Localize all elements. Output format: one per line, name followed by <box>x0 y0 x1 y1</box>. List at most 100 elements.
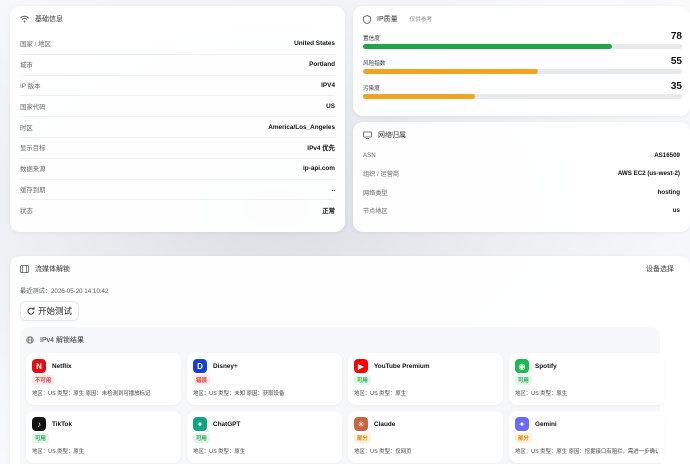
score-row: 污染度 35 <box>363 81 682 99</box>
status-badge: 不可用 <box>32 375 55 385</box>
service-card[interactable]: N Netflix 不可用地区：US 类型：原生 原因：未检测到可播放标记 <box>26 353 181 405</box>
status-badge: 可用 <box>515 375 532 385</box>
service-name: Netflix <box>52 362 72 370</box>
basic-value: ip-api.com <box>303 165 335 173</box>
service-card[interactable]: ◉ Spotify 可用地区：US 类型：原生 <box>509 353 664 405</box>
basic-label: 国家 / 地区 <box>20 41 51 49</box>
score-value: 55 <box>670 56 682 67</box>
basic-row: 国家 / 地区 United States <box>20 34 335 55</box>
network-value: AWS EC2 (us-west-2) <box>617 170 680 178</box>
service-name: Claude <box>374 420 396 428</box>
score-label: 置信度 <box>363 36 380 42</box>
basic-label: 国家代码 <box>20 103 46 111</box>
streaming-title: 流媒体解锁 <box>35 266 70 273</box>
basic-value: IPV4 <box>321 81 335 89</box>
basic-row: 状态 正常 <box>20 200 335 221</box>
status-badge: 可用 <box>193 433 210 443</box>
streaming-header: 流媒体解锁 <box>20 264 70 274</box>
basic-value: America/Los_Angeles <box>268 123 335 131</box>
chatgpt-icon: ✦ <box>193 417 207 431</box>
basic-row: 显示目标 IPv4 优先 <box>20 138 335 159</box>
network-row: ASN AS16509 <box>363 146 680 165</box>
start-test-label: 开始测试 <box>38 306 73 316</box>
network-label: ASN <box>363 151 376 159</box>
service-card[interactable]: ▶ YouTube Premium 可用 地区：US 类型：原生 <box>348 353 503 405</box>
service-detail: 地区：US 类型：原生 原因：挖掘接口有阻拦，需进一步确认 <box>515 449 658 455</box>
basic-label: 状态 <box>20 208 33 216</box>
status-badge: 可用 <box>354 375 371 385</box>
basic-label: 城市 <box>20 62 33 70</box>
spotify-icon: ◉ <box>515 359 529 373</box>
score-bar <box>363 44 682 49</box>
score-bar <box>363 69 682 74</box>
service-card[interactable]: ✳ Claude 部分 地区：US 类型：仅网页 <box>348 411 503 463</box>
network-header: 网络归属 <box>363 130 680 140</box>
network-icon <box>363 131 372 139</box>
tiktok-icon: ♪ <box>32 417 46 431</box>
basic-row: 国家代码 US <box>20 96 335 118</box>
basic-label: 显示目标 <box>20 145 46 153</box>
service-card[interactable]: ♪ TikTok 可用 地区：US 类型：原生 <box>26 411 181 463</box>
device-select-button[interactable]: 设备选择 <box>646 266 674 273</box>
network-row: 组织 / 运营商 AWS EC2 (us-west-2) <box>363 165 680 184</box>
ip-score-header: IP质量 仅供参考 <box>363 14 682 24</box>
service-card[interactable]: ✦ ChatGPT 可用 地区：US 类型：原生 <box>187 411 342 463</box>
basic-label: IP 版本 <box>20 82 41 90</box>
streaming-card: 流媒体解锁 设备选择 最近测试：2026-05-20 14:10:42 开始测试… <box>10 256 690 464</box>
status-badge: 可用 <box>32 433 49 443</box>
basic-row: 城市 Portland <box>20 55 335 76</box>
ip-score-note: 仅供参考 <box>409 17 433 23</box>
netflix-icon: N <box>32 359 46 373</box>
network-title: 网络归属 <box>378 132 406 139</box>
start-test-button[interactable]: 开始测试 <box>20 301 80 321</box>
score-value: 78 <box>670 31 682 42</box>
score-bar-fill <box>363 94 475 99</box>
film-icon <box>20 265 29 273</box>
ip-score-title: IP质量 <box>377 16 398 23</box>
basic-label: 缓存到期 <box>20 186 46 194</box>
score-label: 风险指数 <box>363 61 386 67</box>
refresh-icon <box>27 307 35 315</box>
service-name: Disney+ <box>213 362 238 370</box>
gemini-icon: ✦ <box>515 417 529 431</box>
service-detail: 地区：US 类型：原生 原因：未检测到可播放标记 <box>32 391 151 397</box>
ipv4-results-title: IPv4 解锁结果 <box>40 337 84 344</box>
network-value: us <box>672 207 680 215</box>
score-row: 置信度 78 <box>363 31 682 49</box>
network-value: hosting <box>657 188 680 196</box>
score-bar-fill <box>363 44 612 49</box>
service-detail: 地区：US 类型：原生 <box>193 449 246 455</box>
service-card[interactable]: ✦ Gemini 部分 地区：US 类型：原生 原因：挖掘接口有阻拦，需进一步确认 <box>509 411 664 463</box>
basic-value: Portland <box>309 61 335 69</box>
network-card: 网络归属 ASN AS16509 组织 / 运营商 AWS EC2 (us-west-… <box>353 122 690 232</box>
youtube-icon: ▶ <box>354 359 368 373</box>
network-label: 网络类型 <box>363 189 388 197</box>
basic-row: 时区 America/Los_Angeles <box>20 117 335 138</box>
score-value: 35 <box>670 81 682 92</box>
network-value: AS16509 <box>654 151 680 159</box>
service-detail: 地区：US 类型：仅网页 <box>354 449 412 455</box>
service-detail: 地区：US 类型：未知 原因：获取设备 <box>193 391 285 397</box>
service-name: YouTube Premium <box>374 362 430 370</box>
status-badge: 错误 <box>193 375 210 385</box>
basic-value: US <box>326 102 335 110</box>
service-card[interactable]: D Disney+ 错误 地区：US 类型：未知 原因：获取设备 <box>187 353 342 405</box>
basic-row: 缓存到期.. <box>20 180 335 201</box>
basic-value: IPv4 优先 <box>307 145 335 153</box>
service-name: Spotify <box>535 362 557 370</box>
basic-info-card: 基础信息 国家 / 地区 United States 城市 Portland IP 版本… <box>10 6 345 232</box>
status-badge: 部分 <box>354 433 371 443</box>
globe-icon <box>26 336 34 344</box>
shield-icon <box>363 14 371 24</box>
ip-score-card: IP质量 仅供参考 置信度 78 风险指数 55 污染度 35 <box>353 6 690 116</box>
basic-row: 数据来源 ip-api.com <box>20 159 335 180</box>
basic-value: United States <box>294 40 335 48</box>
network-row: 节点地区 us <box>363 202 680 221</box>
basic-row: IP 版本 IPV4 <box>20 76 335 97</box>
last-test-time: 最近测试：2026-05-20 14:10:42 <box>20 288 109 295</box>
basic-info-header: 基础信息 <box>20 14 335 24</box>
service-detail: 地区：US 类型：原生 <box>515 391 568 397</box>
network-label: 节点地区 <box>363 208 388 216</box>
basic-label: 时区 <box>20 124 33 132</box>
service-name: Gemini <box>535 420 557 428</box>
